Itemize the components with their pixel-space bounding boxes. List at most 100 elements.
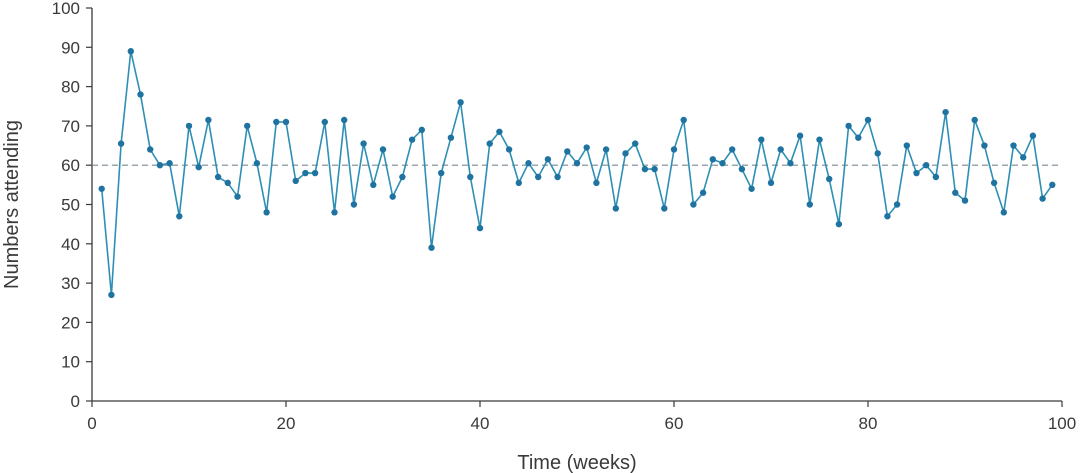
y-tick-label: 20 [61,313,80,332]
data-point [806,201,813,208]
data-point [428,244,435,251]
data-point [244,122,251,130]
series-group [98,48,1056,299]
data-point [1020,154,1027,161]
data-point [127,48,134,55]
data-point [117,140,125,147]
data-point [612,205,619,212]
y-tick-label: 60 [61,156,80,175]
data-point [1000,209,1007,216]
data-point [719,160,726,167]
x-tick-label: 40 [471,414,490,433]
y-tick-label: 100 [52,0,80,18]
data-point [622,150,629,157]
data-point [670,146,678,153]
data-point [942,108,949,116]
data-point [767,179,775,187]
y-tick-label: 10 [61,353,80,372]
data-point [438,169,445,177]
data-point [370,181,377,189]
data-point [1010,142,1017,149]
data-point [166,160,173,167]
data-point [224,179,231,187]
data-point [583,144,590,151]
data-point [564,148,571,155]
data-point [98,185,105,192]
data-point [525,160,532,167]
data-point [389,193,396,200]
y-tick-label: 50 [61,196,80,215]
data-point [496,128,503,135]
data-point [205,116,212,124]
data-point [302,169,309,177]
series-line [100,50,1053,296]
data-point [738,165,746,173]
data-point [855,134,862,141]
data-point [176,213,183,220]
data-point [661,205,668,212]
data-point [156,162,164,169]
data-point [632,140,639,147]
x-tick-label: 20 [277,414,296,433]
x-tick-label: 100 [1048,414,1076,433]
data-point [777,146,784,153]
x-tick-label: 0 [87,414,96,433]
data-point [893,201,901,208]
data-point [1049,181,1056,189]
data-point [108,291,115,299]
data-point [961,197,969,204]
data-point [486,140,493,147]
data-point [1039,195,1046,202]
data-point [399,173,406,181]
data-point [903,142,910,149]
y-tick-label: 0 [71,392,80,411]
data-point [787,160,794,167]
data-point [331,209,338,216]
data-point [651,165,658,173]
data-point [418,126,425,134]
y-tick-label: 40 [61,235,80,254]
data-point [137,91,144,98]
data-point [476,224,484,232]
data-point [690,201,697,208]
data-point [350,201,358,208]
data-point [990,179,998,187]
data-point [680,116,687,124]
data-point [544,156,552,163]
data-point [282,118,290,126]
data-point [273,118,280,126]
data-point [932,173,940,181]
data-point [554,173,561,181]
data-point [796,132,804,139]
data-point [874,150,881,157]
data-point [864,116,872,124]
data-point [641,165,649,173]
data-point [515,179,522,187]
data-point [593,179,600,187]
data-point [971,116,978,124]
data-point [447,134,455,141]
data-point [360,140,367,147]
data-point [292,177,299,185]
y-tick-label: 90 [61,38,80,57]
data-point [952,189,959,196]
data-point [535,173,542,181]
data-point [341,116,348,124]
data-point [826,175,833,183]
data-point [505,146,513,153]
y-axis-title: Numbers attending [1,120,23,289]
data-point [214,173,222,181]
data-point [981,142,988,149]
data-point [263,209,270,216]
data-point [845,122,852,130]
data-point [729,146,736,153]
data-point [253,160,261,167]
data-point [457,99,464,106]
data-point [699,189,707,196]
data-point [816,136,823,143]
data-point [1029,132,1037,139]
data-point [913,169,920,177]
y-tick-label: 70 [61,117,80,136]
data-point [602,146,610,153]
